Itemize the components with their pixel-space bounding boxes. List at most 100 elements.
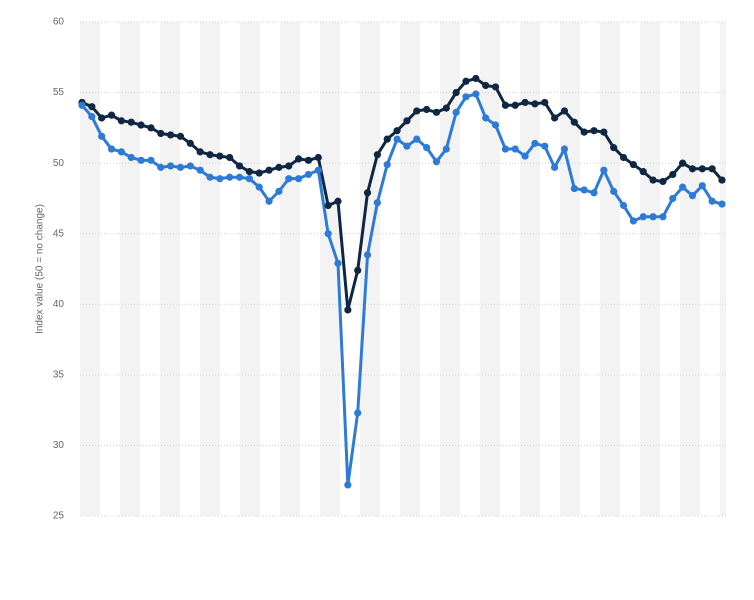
data-point [639, 168, 647, 176]
data-point [452, 108, 460, 116]
data-point [708, 165, 716, 173]
data-point [216, 175, 224, 183]
data-point [363, 189, 372, 197]
data-point [531, 139, 539, 147]
data-point [383, 160, 391, 169]
data-point [157, 163, 165, 171]
data-point [698, 165, 706, 173]
data-point [698, 182, 706, 190]
data-point [679, 183, 687, 191]
data-point [78, 101, 86, 109]
data-point [324, 230, 332, 238]
data-point [610, 144, 618, 152]
data-point [531, 100, 539, 108]
data-point [521, 152, 529, 160]
y-tick-label: 45 [53, 228, 65, 239]
data-point [186, 139, 194, 147]
data-point [649, 176, 657, 184]
data-point [334, 197, 342, 205]
stripe [320, 22, 340, 516]
stripe [120, 22, 140, 516]
data-point [226, 153, 234, 162]
stripe [160, 22, 180, 516]
data-point [649, 213, 657, 221]
data-point [413, 107, 421, 115]
data-point [629, 217, 637, 225]
data-point [304, 156, 313, 164]
data-point [590, 127, 598, 135]
data-point [88, 103, 96, 111]
stripe [480, 22, 500, 516]
data-point [629, 160, 637, 169]
data-point [570, 184, 578, 193]
data-point [393, 135, 401, 143]
data-point [107, 145, 116, 153]
data-point [580, 128, 588, 136]
stripe [80, 22, 100, 516]
y-tick-label: 40 [53, 299, 65, 310]
stripe [680, 22, 700, 516]
data-point [403, 142, 411, 150]
data-point [373, 199, 381, 207]
y-tick-label: 25 [53, 511, 65, 522]
data-point [167, 131, 175, 139]
data-point [551, 114, 559, 122]
data-point [147, 156, 155, 164]
y-axis-label: Index value (50 = no change) [35, 204, 46, 334]
data-point [491, 121, 500, 129]
data-point [659, 213, 667, 221]
data-point [295, 155, 303, 163]
stripe [440, 22, 460, 516]
data-point [442, 104, 450, 112]
stripe [520, 22, 540, 516]
data-point [295, 175, 303, 183]
data-point [354, 266, 362, 275]
data-point [285, 175, 293, 183]
data-point [511, 145, 519, 153]
data-point [511, 101, 519, 109]
data-point [491, 83, 500, 91]
data-point [196, 166, 204, 174]
data-point [255, 183, 263, 191]
data-point [334, 259, 342, 267]
data-point [275, 163, 283, 171]
y-tick-label: 60 [53, 17, 65, 28]
data-point [423, 144, 431, 152]
data-point [98, 114, 106, 122]
data-point [462, 77, 470, 85]
stripe [720, 22, 726, 516]
data-point [324, 201, 332, 210]
data-point [462, 93, 470, 101]
data-point [560, 107, 569, 115]
data-point [570, 118, 578, 126]
data-point [452, 88, 460, 97]
data-point [482, 81, 490, 90]
data-point [600, 166, 608, 174]
y-tick-label: 30 [53, 440, 65, 451]
data-point [590, 189, 598, 197]
data-point [206, 151, 214, 159]
data-point [137, 121, 145, 129]
data-point [639, 213, 647, 221]
data-point [206, 173, 214, 181]
data-point [255, 169, 263, 177]
data-point [363, 251, 372, 259]
y-tick-label: 55 [53, 87, 65, 98]
data-point [541, 98, 549, 107]
data-point [521, 98, 529, 107]
stripe [640, 22, 660, 516]
data-point [373, 151, 381, 159]
data-point [669, 194, 677, 203]
data-point [245, 175, 253, 183]
data-point [157, 129, 165, 138]
data-point [344, 481, 352, 489]
data-point [176, 132, 185, 140]
data-point [413, 135, 421, 143]
data-point [127, 118, 135, 126]
data-point [245, 168, 253, 176]
data-point [383, 135, 391, 143]
data-point [669, 170, 677, 179]
data-point [98, 132, 106, 140]
data-point [659, 177, 667, 186]
data-point [472, 74, 480, 83]
